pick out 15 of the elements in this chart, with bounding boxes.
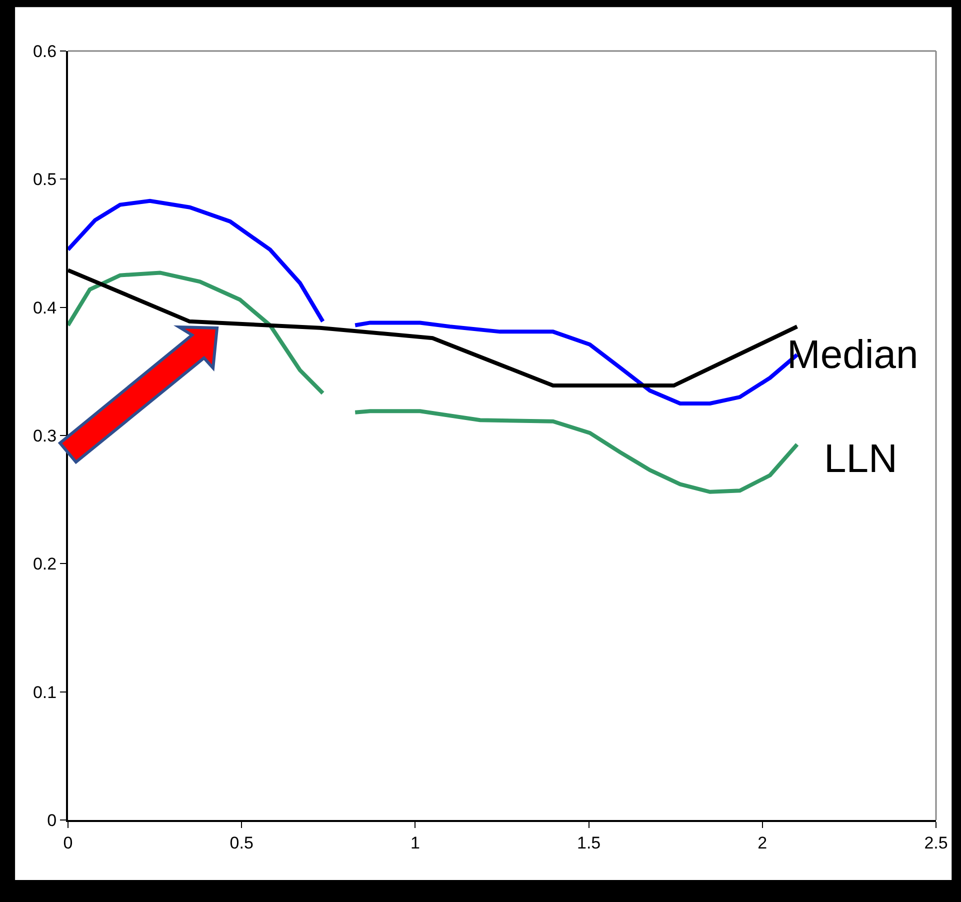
x-tick-label: 0 bbox=[63, 833, 73, 852]
x-tick-label: 1 bbox=[410, 833, 420, 852]
x-tick-label: 0.5 bbox=[230, 833, 254, 852]
y-tick-label: 0.6 bbox=[32, 42, 57, 61]
y-tick-label: 0.3 bbox=[32, 426, 57, 446]
y-tick-label: 0.1 bbox=[32, 682, 57, 702]
x-tick-label: 2 bbox=[758, 833, 768, 852]
x-tick-label: 1.5 bbox=[576, 833, 601, 852]
y-tick-label: 0.5 bbox=[32, 170, 57, 190]
series-label: Median bbox=[787, 333, 918, 377]
x-tick-label: 2.5 bbox=[924, 833, 948, 852]
y-tick-label: 0.2 bbox=[32, 554, 57, 574]
y-tick-label: 0 bbox=[47, 810, 57, 830]
series-label: LLN bbox=[824, 437, 898, 481]
y-tick-label: 0.4 bbox=[32, 298, 57, 318]
